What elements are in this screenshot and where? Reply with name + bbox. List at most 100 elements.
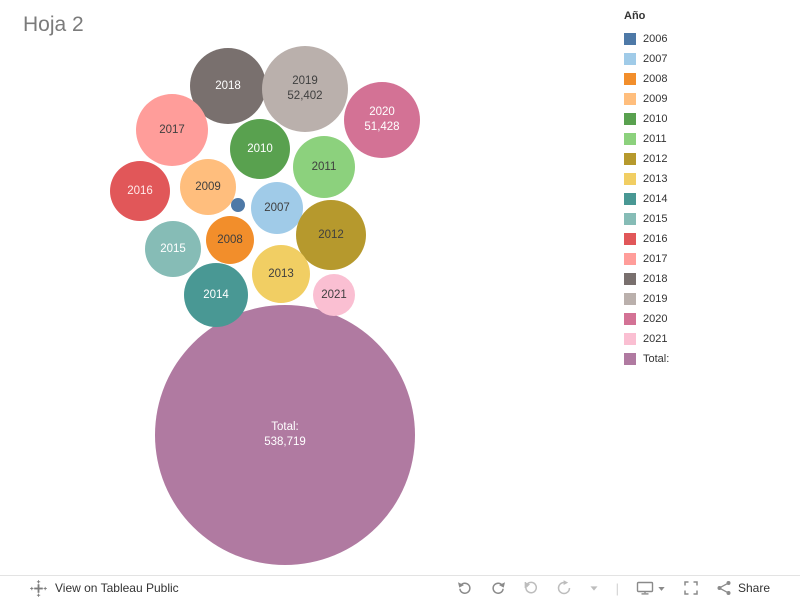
legend-label: 2016 <box>643 233 668 245</box>
legend: Año 2006 2007 2008 2009 2010 2011 2012 2013 2014… <box>624 10 794 369</box>
legend-item-2006[interactable]: 2006 <box>624 29 794 49</box>
legend-swatch <box>624 253 636 265</box>
bubble-label: 2020 51,428 <box>364 106 400 133</box>
legend-item-2009[interactable]: 2009 <box>624 89 794 109</box>
legend-label: 2011 <box>643 133 667 145</box>
legend-item-2015[interactable]: 2015 <box>624 209 794 229</box>
legend-swatch <box>624 213 636 225</box>
bubble-2010[interactable]: 2010 <box>230 119 290 179</box>
bubble-total[interactable]: Total: 538,719 <box>155 305 415 565</box>
bubble-2011[interactable]: 2011 <box>293 136 355 198</box>
view-on-tableau-public-link[interactable]: View on Tableau Public <box>30 579 179 597</box>
undo-button[interactable] <box>457 580 473 596</box>
legend-label: 2021 <box>643 333 668 345</box>
reset-button[interactable] <box>523 580 539 596</box>
legend-swatch <box>624 173 636 185</box>
legend-label: 2018 <box>643 273 668 285</box>
bubble-label: 2007 <box>264 201 290 214</box>
bubble-label: 2008 <box>217 233 243 246</box>
bubble-2019[interactable]: 2019 52,402 <box>262 46 348 132</box>
redo-button[interactable] <box>490 580 506 596</box>
sheet-title: Hoja 2 <box>23 13 84 36</box>
view-on-tableau-public-label: View on Tableau Public <box>55 581 179 595</box>
share-button[interactable]: Share <box>716 580 770 596</box>
bubble-2017[interactable]: 2017 <box>136 94 208 166</box>
refresh-button[interactable] <box>556 580 572 596</box>
bubble-2021[interactable]: 2021 <box>313 274 355 316</box>
legend-label: 2013 <box>643 173 668 185</box>
legend-swatch <box>624 93 636 105</box>
legend-label: 2006 <box>643 33 668 45</box>
bubble-label: 2011 <box>311 160 337 173</box>
legend-label: 2014 <box>643 193 668 205</box>
bubble-2006[interactable] <box>231 198 245 212</box>
legend-item-2018[interactable]: 2018 <box>624 269 794 289</box>
bubble-2012[interactable]: 2012 <box>296 200 366 270</box>
bubble-2007[interactable]: 2007 <box>251 182 303 234</box>
legend-item-2013[interactable]: 2013 <box>624 169 794 189</box>
legend-item-2007[interactable]: 2007 <box>624 49 794 69</box>
legend-swatch <box>624 193 636 205</box>
legend-swatch <box>624 153 636 165</box>
legend-item-2020[interactable]: 2020 <box>624 309 794 329</box>
legend-item-2014[interactable]: 2014 <box>624 189 794 209</box>
legend-item-2019[interactable]: 2019 <box>624 289 794 309</box>
more-options-caret-icon[interactable] <box>589 583 599 593</box>
bubble-label: 2015 <box>160 242 186 255</box>
toolbar: View on Tableau Public <box>0 575 800 600</box>
legend-item-2017[interactable]: 2017 <box>624 249 794 269</box>
toolbar-divider: | <box>615 580 619 596</box>
toolbar-actions: | Share <box>457 580 770 596</box>
legend-items: 2006 2007 2008 2009 2010 2011 2012 2013 2014 2015… <box>624 29 794 369</box>
download-monitor-icon <box>636 581 654 595</box>
legend-label: 2009 <box>643 93 668 105</box>
legend-swatch <box>624 293 636 305</box>
bubble-label: 2009 <box>195 180 221 193</box>
legend-swatch <box>624 53 636 65</box>
bubble-label: 2018 <box>215 79 241 92</box>
bubble-label: 2010 <box>247 142 273 155</box>
legend-swatch <box>624 273 636 285</box>
bubble-2016[interactable]: 2016 <box>110 161 170 221</box>
legend-swatch <box>624 133 636 145</box>
legend-item-2011[interactable]: 2011 <box>624 129 794 149</box>
bubble-label: 2019 52,402 <box>287 75 323 102</box>
bubble-label: Total: 538,719 <box>264 421 306 448</box>
bubble-2009[interactable]: 2009 <box>180 159 236 215</box>
legend-item-2016[interactable]: 2016 <box>624 229 794 249</box>
legend-swatch <box>624 73 636 85</box>
bubble-label: 2014 <box>203 288 229 301</box>
legend-label: 2007 <box>643 53 668 65</box>
legend-swatch <box>624 313 636 325</box>
bubble-label: 2021 <box>321 288 347 301</box>
download-caret-icon <box>658 586 665 591</box>
legend-label: 2010 <box>643 113 668 125</box>
legend-label: 2019 <box>643 293 668 305</box>
download-button[interactable] <box>636 580 666 596</box>
bubble-2008[interactable]: 2008 <box>206 216 254 264</box>
share-label: Share <box>737 581 770 595</box>
legend-item-2012[interactable]: 2012 <box>624 149 794 169</box>
legend-label: Total: <box>643 353 670 365</box>
legend-swatch <box>624 113 636 125</box>
legend-label: 2008 <box>643 73 668 85</box>
legend-label: 2015 <box>643 213 668 225</box>
bubble-label: 2016 <box>127 184 153 197</box>
legend-label: 2020 <box>643 313 668 325</box>
fullscreen-button[interactable] <box>683 580 699 596</box>
legend-item-2008[interactable]: 2008 <box>624 69 794 89</box>
bubble-2013[interactable]: 2013 <box>252 245 310 303</box>
legend-swatch <box>624 333 636 345</box>
legend-item-2010[interactable]: 2010 <box>624 109 794 129</box>
bubble-2015[interactable]: 2015 <box>145 221 201 277</box>
bubble-2020[interactable]: 2020 51,428 <box>344 82 420 158</box>
legend-swatch <box>624 353 636 365</box>
legend-item-total[interactable]: Total: <box>624 349 794 369</box>
bubble-label: 2013 <box>268 267 294 280</box>
share-icon <box>717 581 731 595</box>
legend-item-2021[interactable]: 2021 <box>624 329 794 349</box>
bubble-2014[interactable]: 2014 <box>184 263 248 327</box>
bubble-label: 2017 <box>159 123 185 136</box>
legend-label: 2017 <box>643 253 668 265</box>
